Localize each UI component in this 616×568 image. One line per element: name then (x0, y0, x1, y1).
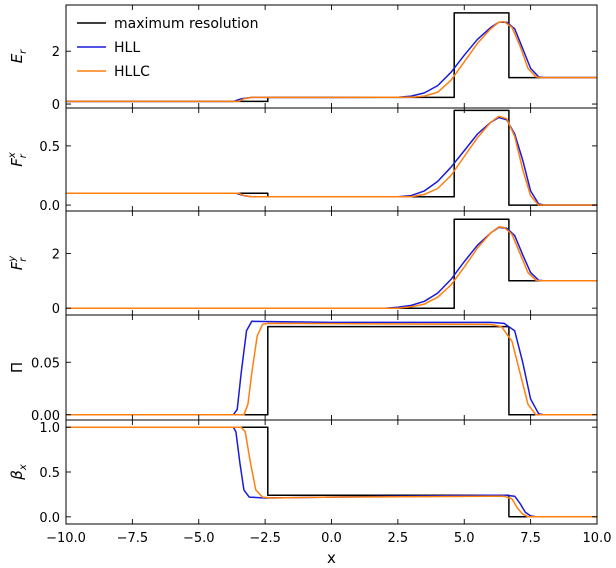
series-line-hllc (66, 115, 597, 206)
series-line-hll (66, 116, 597, 206)
y-axis-label: Fxr (7, 152, 29, 167)
x-tick-label: 5.0 (454, 531, 475, 546)
y-tick-label: 1.0 (39, 421, 60, 436)
panel-3: 0 2 Fyr (7, 210, 598, 317)
y-tick-label: 0.0 (39, 511, 60, 526)
series-group (66, 109, 597, 206)
y-tick-label: 2 (52, 45, 60, 60)
series-line-hll (66, 320, 597, 416)
series-group (66, 426, 597, 518)
x-tick-label: −2.5 (249, 531, 281, 546)
y-tick-label: 0 (52, 302, 60, 317)
panel-frame (65, 210, 598, 316)
series-line-maximum-resolution (66, 426, 597, 518)
y-tick-label: 2 (52, 247, 60, 262)
x-tick-label: 0.0 (321, 531, 342, 546)
y-tick-label: 0.0 (39, 199, 60, 214)
series-group (66, 12, 597, 103)
panel-5: 0.0 0.5 1.0 βx (8, 419, 598, 526)
x-tick-label: 2.5 (388, 531, 409, 546)
series-line-maximum-resolution (66, 109, 597, 206)
series-line-hllc (66, 322, 597, 416)
y-axis-label: Π (8, 362, 26, 373)
series-line-maximum-resolution (66, 218, 597, 309)
series-line-hllc (66, 426, 597, 518)
legend: maximum resolution HLL HLLC (77, 16, 259, 80)
x-tick-label: 7.5 (520, 531, 541, 546)
series-line-hllc (66, 20, 597, 103)
series-group (66, 218, 597, 309)
y-tick-label: 0 (52, 98, 60, 113)
x-tick-label: 10.0 (583, 531, 612, 546)
series-group (66, 320, 597, 416)
legend-label: HLL (114, 40, 140, 56)
x-tick-label: −10.0 (46, 531, 86, 546)
series-line-hll (66, 21, 597, 103)
y-axis-label: Fyr (7, 255, 29, 271)
series-line-maximum-resolution (66, 12, 597, 103)
series-line-hll (66, 426, 597, 518)
panel-2: 0.0 0.5 Fxr (7, 107, 598, 214)
x-tick-label: −7.5 (117, 531, 149, 546)
panel-1: 0 2 Er (8, 4, 598, 113)
x-tick-label: −5.0 (183, 531, 215, 546)
y-tick-label: 0.5 (39, 466, 60, 481)
panel-frame (65, 107, 598, 212)
y-axis-label: βx (8, 464, 29, 481)
panel-4: 0.00 0.05 Π (8, 314, 598, 424)
y-tick-label: 0.5 (39, 140, 60, 155)
series-line-hllc (66, 226, 597, 309)
panel-frame (65, 314, 598, 421)
legend-label: maximum resolution (114, 16, 259, 32)
x-axis-label: x (327, 549, 336, 567)
y-axis-label: Er (8, 49, 29, 63)
legend-label: HLLC (114, 64, 150, 80)
series-line-hll (66, 226, 597, 309)
y-tick-label: 0.05 (31, 356, 60, 371)
y-tick-label: 0.00 (31, 409, 60, 424)
